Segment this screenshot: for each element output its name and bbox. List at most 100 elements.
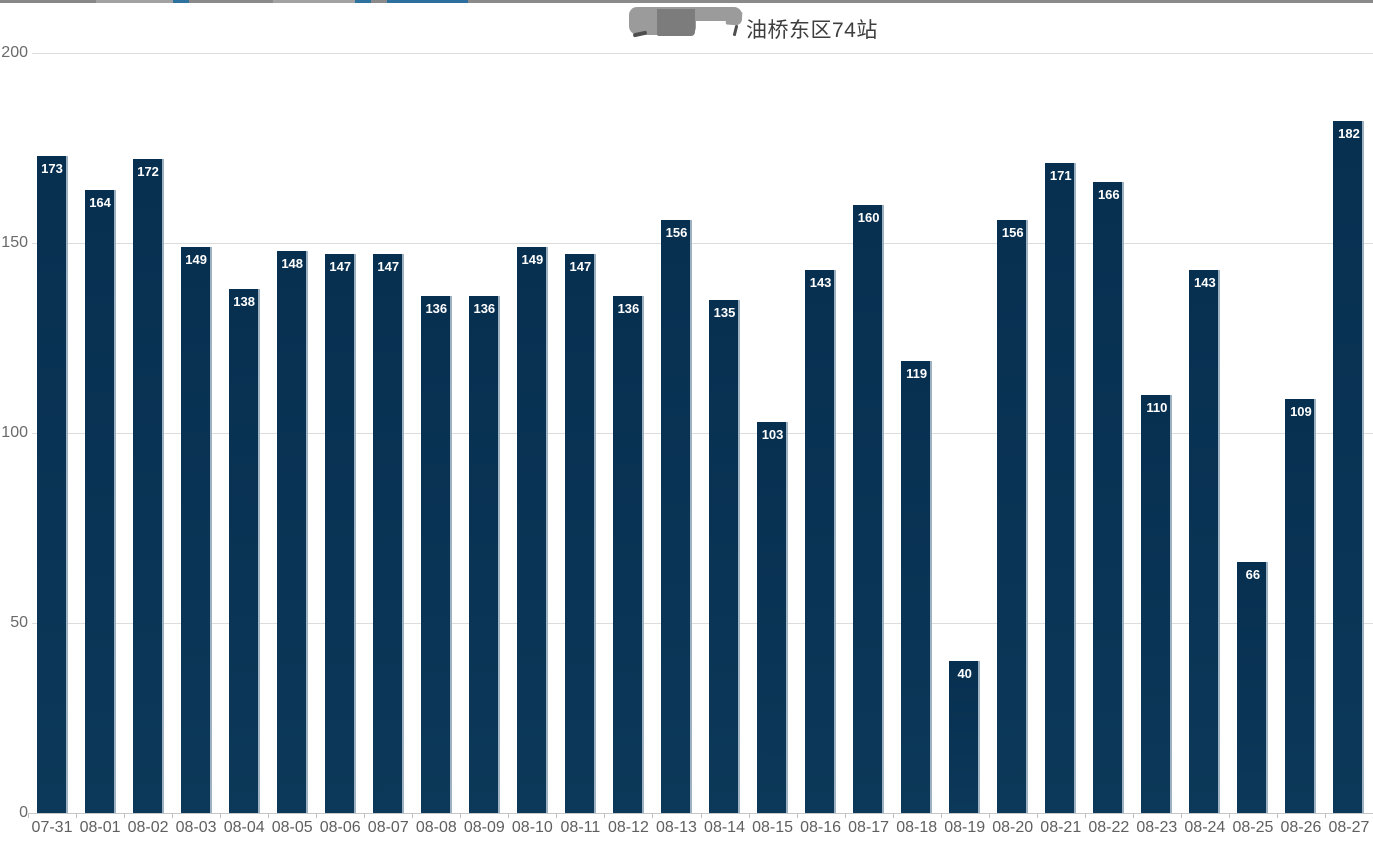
bar-value-label-08-15: 103 [761, 426, 784, 442]
bar-value-label-08-08: 136 [425, 301, 448, 317]
bar-value-label-08-25: 66 [1245, 567, 1261, 583]
bar-value-label-08-27: 182 [1338, 126, 1360, 142]
bar-08-08[interactable] [420, 296, 452, 813]
bar-08-13[interactable] [660, 220, 692, 813]
axis-tick [892, 814, 894, 818]
bar-07-31[interactable] [36, 155, 68, 813]
x-tick-label-08-03: 08-03 [175, 819, 217, 836]
strip-blue-1 [173, 0, 189, 3]
bar-08-25[interactable] [1237, 562, 1269, 813]
bar-08-17[interactable] [853, 205, 885, 813]
bar-08-09[interactable] [468, 296, 500, 813]
gridline-150 [32, 243, 1373, 244]
x-tick-label-08-07: 08-07 [367, 819, 409, 836]
axis-tick [796, 814, 798, 818]
x-tick-label-08-05: 08-05 [271, 819, 313, 836]
strip-blue-3 [387, 0, 468, 3]
bar-08-01[interactable] [84, 189, 116, 813]
gridline-100 [32, 433, 1373, 434]
axis-tick [364, 814, 366, 818]
bar-value-label-08-12: 136 [617, 301, 640, 317]
bar-value-label-08-19: 40 [957, 666, 972, 681]
x-tick-label-08-27: 08-27 [1328, 819, 1370, 836]
y-tick-label-0: 0 [19, 804, 28, 821]
bar-value-label-08-16: 143 [809, 274, 832, 290]
bar-08-10[interactable] [516, 246, 548, 813]
y-tick-label-50: 50 [10, 614, 28, 631]
bar-08-18[interactable] [901, 360, 933, 813]
axis-tick [604, 814, 606, 818]
bar-08-12[interactable] [612, 296, 644, 813]
bar-08-07[interactable] [372, 254, 404, 813]
x-tick-label-08-25: 08-25 [1232, 819, 1274, 836]
bar-value-label-08-05: 148 [281, 255, 304, 271]
axis-tick [988, 814, 990, 818]
axis-tick [1324, 814, 1326, 818]
bar-value-label-08-11: 147 [569, 259, 592, 275]
bar-08-04[interactable] [228, 288, 260, 813]
x-tick-label-07-31: 07-31 [31, 819, 73, 836]
bar-value-label-08-21: 171 [1049, 168, 1072, 184]
bar-08-19[interactable] [949, 661, 981, 813]
bar-08-03[interactable] [180, 246, 212, 813]
axis-tick [1180, 814, 1182, 818]
bar-08-20[interactable] [997, 220, 1029, 813]
bar-08-14[interactable] [709, 300, 741, 813]
bar-value-label-08-07: 147 [377, 259, 400, 275]
strip-gray-3 [371, 0, 387, 3]
x-tick-label-08-23: 08-23 [1136, 819, 1178, 836]
axis-tick [316, 814, 318, 818]
bar-08-06[interactable] [324, 254, 356, 813]
bar-08-05[interactable] [276, 250, 308, 813]
axis-tick [268, 814, 270, 818]
axis-tick [460, 814, 462, 818]
x-tick-label-08-16: 08-16 [800, 819, 842, 836]
bar-08-24[interactable] [1189, 269, 1221, 813]
gridline-50 [32, 623, 1373, 624]
axis-tick [76, 814, 78, 818]
x-tick-label-08-12: 08-12 [607, 819, 649, 836]
bar-value-label-07-31: 173 [41, 160, 63, 176]
axis-tick [412, 814, 414, 818]
bar-value-label-08-24: 143 [1194, 274, 1216, 290]
bar-08-16[interactable] [805, 269, 837, 813]
bar-value-label-08-09: 136 [473, 301, 496, 317]
x-tick-label-08-15: 08-15 [752, 819, 793, 836]
axis-tick [1084, 814, 1086, 818]
bar-08-11[interactable] [564, 254, 596, 813]
y-tick-label-100: 100 [1, 424, 28, 441]
bar-08-26[interactable] [1285, 398, 1317, 813]
strip-blue-2 [355, 0, 371, 3]
x-tick-label-08-04: 08-04 [223, 819, 265, 836]
bar-value-label-08-18: 119 [906, 365, 928, 381]
axis-tick [220, 814, 222, 818]
bar-08-21[interactable] [1045, 163, 1077, 813]
strip-gray-4 [468, 0, 1373, 3]
axis-tick [1276, 814, 1278, 818]
axis-tick [748, 814, 750, 818]
bar-08-15[interactable] [757, 421, 789, 813]
bar-value-label-08-14: 135 [713, 305, 736, 320]
bar-08-02[interactable] [132, 159, 164, 813]
bar-08-27[interactable] [1333, 121, 1365, 813]
chart-title: 油桥东区74站 [746, 19, 878, 42]
cutoff-toolbar-strip [0, 0, 1373, 3]
x-tick-label-08-10: 08-10 [511, 819, 553, 836]
x-tick-label-08-11: 08-11 [560, 819, 601, 836]
axis-tick [940, 814, 942, 818]
bar-value-label-08-13: 156 [665, 225, 688, 241]
axis-tick [172, 814, 174, 818]
gridline-200 [32, 53, 1373, 54]
strip-gray-1 [0, 0, 96, 3]
bar-value-label-08-06: 147 [329, 259, 352, 275]
x-tick-label-08-20: 08-20 [992, 819, 1034, 836]
bar-08-23[interactable] [1141, 395, 1173, 813]
bar-value-label-08-04: 138 [233, 293, 255, 309]
strip-gray-2 [189, 0, 273, 3]
bar-value-label-08-22: 166 [1097, 187, 1120, 203]
x-tick-label-08-24: 08-24 [1184, 819, 1226, 836]
bar-08-22[interactable] [1093, 182, 1125, 813]
x-tick-label-08-08: 08-08 [415, 819, 457, 836]
bar-value-label-08-17: 160 [857, 210, 880, 225]
bar-value-label-08-23: 110 [1146, 400, 1168, 415]
